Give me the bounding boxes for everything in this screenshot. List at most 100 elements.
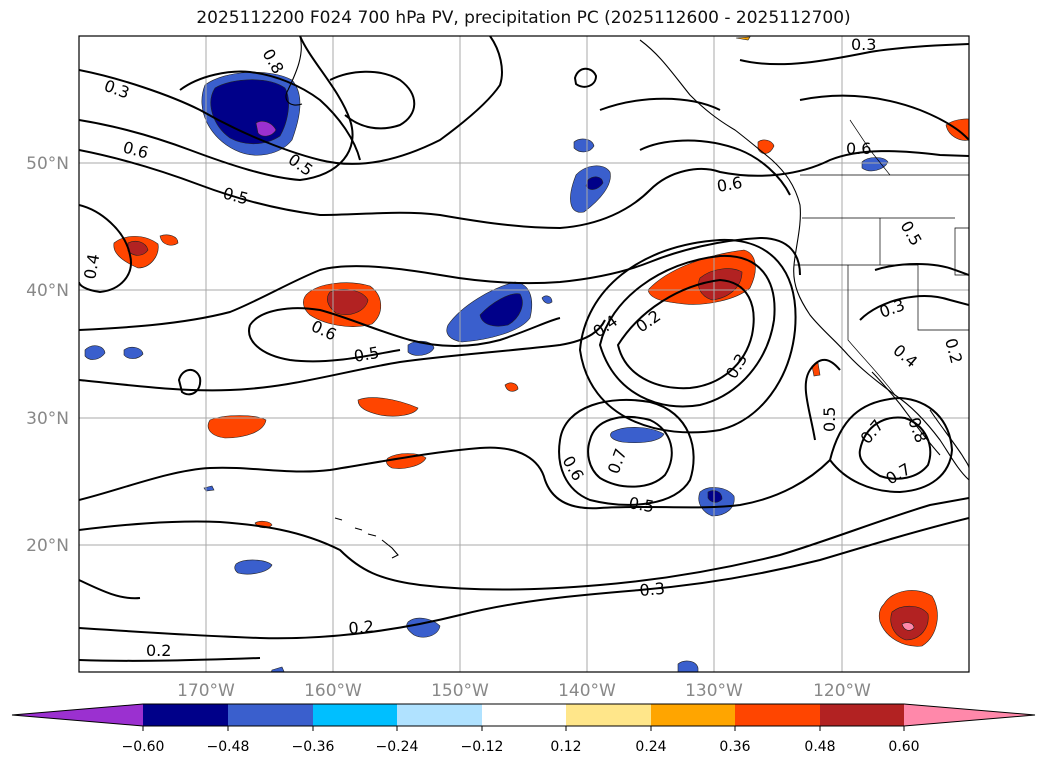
colorbar-segment <box>566 704 651 726</box>
precip-positive-patch <box>735 36 751 41</box>
colorbar-segment <box>904 704 1035 726</box>
colorbar-tick-marks <box>142 726 905 731</box>
precip-positive-patch <box>357 397 419 417</box>
colorbar-segment <box>820 704 904 726</box>
hawaii-islands <box>334 517 399 559</box>
lon-label: 170°W <box>177 681 235 701</box>
pv-contour <box>79 517 969 640</box>
pv-contour <box>329 70 416 130</box>
precip-negative-patch <box>610 427 665 444</box>
pv-contour <box>874 263 969 276</box>
pv-contour <box>599 97 721 111</box>
contour-label: 0.6 <box>846 139 871 158</box>
pv-contour <box>799 94 969 141</box>
pv-contour <box>79 149 969 230</box>
colorbar-tick-labels: −0.60 −0.48 −0.36 −0.24 −0.12 0.12 0.24 … <box>122 739 920 755</box>
pv-contour <box>79 36 354 182</box>
pv-contour <box>177 369 202 396</box>
colorbar-segment <box>651 704 735 726</box>
pv-contour <box>79 497 969 591</box>
lat-label: 20°N <box>26 536 69 556</box>
pv-contour <box>248 324 401 363</box>
pv-contour <box>249 307 561 347</box>
colorbar-tick-label: 0.48 <box>804 739 835 755</box>
precip-positive-patch <box>386 453 427 469</box>
precip-negative-patch <box>84 345 106 360</box>
colorbar-tick-label: −0.48 <box>207 739 250 755</box>
colorbar-segment <box>12 704 143 726</box>
pv-contour <box>739 43 969 66</box>
precip-negative-patch <box>479 293 523 327</box>
colorbar-tick-label: 0.24 <box>635 739 666 755</box>
precip-negative-patch <box>255 120 277 137</box>
pv-contour <box>828 396 954 494</box>
graticule <box>79 36 969 672</box>
precip-negative-patch <box>123 346 144 359</box>
border-line <box>917 265 969 331</box>
map-panel: 0.3 0.6 0.5 0.5 0.4 0.6 0.5 0.4 0.2 0.3 … <box>79 35 969 672</box>
colorbar-segment <box>482 704 566 726</box>
contour-label: 0.5 <box>627 493 655 516</box>
precip-positive-patch <box>159 234 179 246</box>
contour-label: 0.5 <box>352 343 380 366</box>
pv-contour <box>79 657 261 662</box>
pv-contours <box>79 36 969 662</box>
gulf-california-coast <box>929 409 969 469</box>
pv-contour <box>558 398 695 506</box>
colorbar-segment <box>143 704 228 726</box>
precip-positive-patch <box>901 622 915 631</box>
colorbar-tick-label: −0.12 <box>461 739 504 755</box>
border-line <box>847 265 896 396</box>
colorbar-tick-label: −0.36 <box>292 739 335 755</box>
plot-title: 2025112200 F024 700 hPa PV, precipitatio… <box>196 8 851 28</box>
colorbar-segment <box>397 704 482 726</box>
precip-positive-patch <box>757 139 775 154</box>
precip-negative-patch <box>585 176 604 190</box>
pv-contour <box>79 36 503 165</box>
lon-labels: 170°W 160°W 150°W 140°W 130°W 120°W <box>177 681 871 701</box>
alaska-coast <box>285 36 303 106</box>
pv-contour <box>639 139 791 196</box>
pv-contour <box>598 254 776 408</box>
pv-contour <box>804 358 841 441</box>
colorbar-tick-label: −0.60 <box>122 739 165 755</box>
precip-negative-patch <box>406 617 441 638</box>
precip-negative-patch <box>541 295 553 304</box>
contour-label: 0.5 <box>820 407 839 432</box>
pv-contour <box>79 446 831 510</box>
lon-label: 160°W <box>304 681 362 701</box>
border-line <box>954 227 969 276</box>
precip-negative-patch <box>234 559 273 575</box>
lat-label: 40°N <box>26 281 69 301</box>
contour-label: 0.3 <box>851 35 876 54</box>
contour-label: 0.2 <box>146 641 171 660</box>
contour-label: 0.6 <box>715 173 743 196</box>
lon-label: 140°W <box>558 681 616 701</box>
colorbar-tick-label: 0.36 <box>719 739 750 755</box>
pv-contour <box>79 579 141 600</box>
precip-positive-patch <box>127 240 149 256</box>
lat-label: 30°N <box>26 409 69 429</box>
precip-negative-patch <box>861 157 889 172</box>
pv-contour <box>858 416 932 480</box>
precip-positive-patch <box>207 415 267 439</box>
pv-contour <box>616 278 755 390</box>
colorbar-tick-label: −0.24 <box>376 739 419 755</box>
colorbar-segment <box>313 704 397 726</box>
contour-label: 0.3 <box>639 579 666 600</box>
border-line <box>849 119 891 176</box>
contour-label: 0.2 <box>348 617 375 638</box>
pv-contour <box>573 67 598 88</box>
lon-label: 120°W <box>813 681 871 701</box>
precip-negative-patch <box>677 660 699 672</box>
pv-contour <box>79 204 132 294</box>
pv-contour <box>79 236 801 331</box>
map-frame <box>78 35 970 673</box>
pv-contour <box>587 415 673 488</box>
pv-contour <box>578 238 797 434</box>
precip-patches <box>84 36 969 672</box>
lat-label: 50°N <box>26 154 69 174</box>
colorbar-segment <box>735 704 820 726</box>
pv-contour <box>79 319 606 392</box>
